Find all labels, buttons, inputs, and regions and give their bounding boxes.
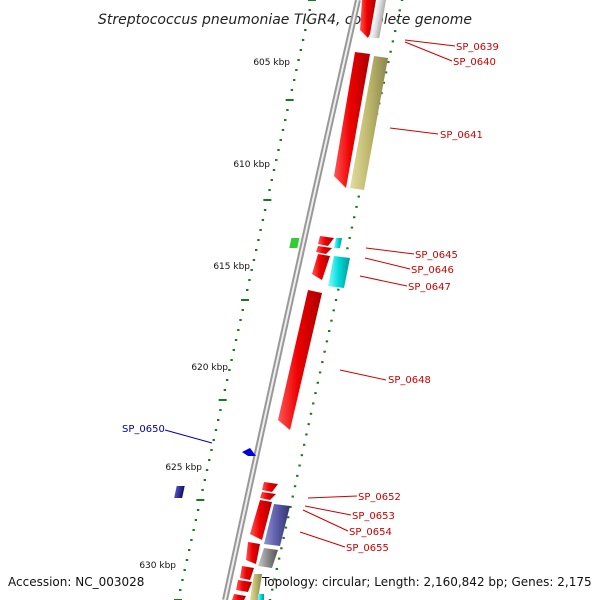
map-title: Streptococcus pneumoniae TIGR4, complete… [98, 12, 472, 28]
feature-sp0652[interactable] [262, 482, 278, 492]
feature-sp0648[interactable] [278, 290, 322, 430]
tick-track [174, 0, 316, 600]
feature-sp0652-navy[interactable] [174, 486, 185, 498]
feature-sp0652-b[interactable] [260, 492, 276, 500]
feature-sp0646[interactable] [334, 238, 342, 248]
leader-sp0655 [299, 531, 346, 548]
feature-sp0645[interactable] [318, 236, 334, 246]
leader-sp0647 [359, 275, 408, 287]
feature-sp0647-red[interactable] [312, 254, 330, 280]
feature-sp0655-red[interactable] [246, 542, 260, 564]
feature-sp0645-green[interactable] [289, 238, 300, 248]
gene-label-sp0655[interactable]: SP_0655 [346, 543, 389, 554]
leader-sp0653 [304, 505, 352, 516]
feature-bottom-red-c[interactable] [232, 594, 246, 600]
feature-bottom-khaki[interactable] [250, 574, 262, 600]
gene-label-sp0653[interactable]: SP_0653 [352, 511, 395, 522]
gene-label-sp0654[interactable]: SP_0654 [349, 527, 392, 538]
leader-sp0640 [404, 41, 453, 62]
gene-label-sp0652[interactable]: SP_0652 [358, 492, 401, 503]
feature-sp0641[interactable] [350, 56, 388, 190]
leader-sp0652 [307, 495, 358, 499]
kbp-label-620: 620 kbp [191, 363, 228, 373]
feature-sp0653[interactable] [264, 504, 290, 546]
leader-sp0650 [164, 429, 213, 444]
gene-labels: SP_0639 SP_0640 SP_0641 SP_0645 SP_0646 … [122, 39, 499, 554]
gene-features [174, 0, 388, 600]
kbp-label-610: 610 kbp [233, 160, 270, 170]
gene-label-sp0641[interactable]: SP_0641 [440, 130, 483, 141]
feature-bottom-red-b[interactable] [236, 580, 252, 592]
leader-sp0646 [364, 257, 411, 270]
leader-sp0654 [302, 509, 349, 532]
kbp-labels: 605 kbp 610 kbp 615 kbp 620 kbp 625 kbp … [139, 58, 290, 571]
feature-sp0647[interactable] [328, 256, 350, 288]
leader-sp0641 [389, 127, 439, 135]
gene-label-sp0640[interactable]: SP_0640 [453, 57, 496, 68]
feature-sp0650[interactable] [242, 448, 256, 456]
gene-label-sp0645[interactable]: SP_0645 [415, 250, 458, 261]
feature-sp0639-gray[interactable] [369, 0, 386, 38]
leader-sp0645 [365, 247, 415, 255]
feature-bottom-cyan[interactable] [258, 594, 264, 600]
gene-label-sp0646[interactable]: SP_0646 [411, 265, 454, 276]
topology-text: Topology: circular; Length: 2,160,842 bp… [261, 575, 592, 589]
gene-label-sp0650[interactable]: SP_0650 [122, 424, 165, 435]
feature-sp0653-red[interactable] [250, 500, 272, 540]
feature-sp0641-red[interactable] [334, 52, 370, 188]
feature-sp0645-b[interactable] [316, 246, 332, 254]
accession-text: Accession: NC_003028 [8, 575, 144, 589]
kbp-label-625: 625 kbp [165, 463, 202, 473]
leader-sp0648 [339, 369, 387, 381]
gene-label-sp0639[interactable]: SP_0639 [456, 42, 499, 53]
backbone [222, 0, 361, 600]
kbp-label-615: 615 kbp [213, 262, 250, 272]
kbp-label-630: 630 kbp [139, 561, 176, 571]
gene-label-sp0648[interactable]: SP_0648 [388, 375, 431, 386]
leader-sp0639 [404, 39, 456, 47]
feature-sp0655[interactable] [258, 548, 278, 568]
kbp-label-605: 605 kbp [253, 58, 290, 68]
feature-bottom-red-a[interactable] [240, 566, 254, 580]
gene-label-sp0647[interactable]: SP_0647 [408, 282, 451, 293]
